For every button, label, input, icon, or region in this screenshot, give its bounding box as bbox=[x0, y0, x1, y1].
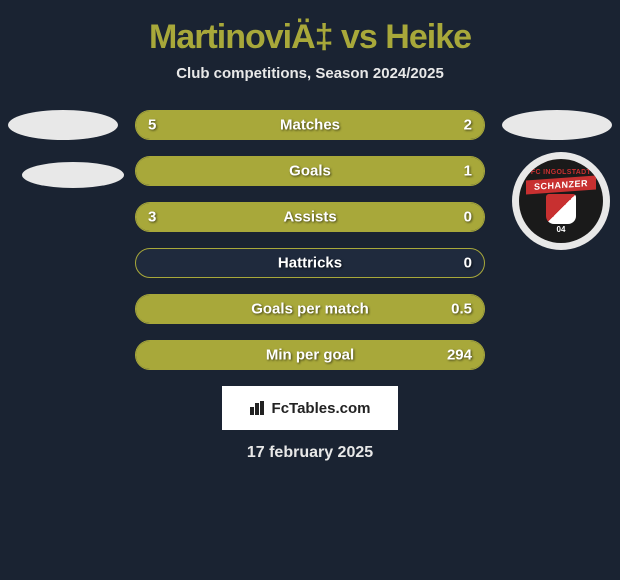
page-title: MartinoviÄ‡ vs Heike bbox=[10, 0, 610, 65]
bar-value-left: 5 bbox=[148, 117, 156, 134]
bar-value-right: 0.5 bbox=[451, 301, 472, 318]
bar-label: Matches bbox=[280, 117, 340, 134]
infographic-container: MartinoviÄ‡ vs Heike Club competitions, … bbox=[0, 0, 620, 462]
bar-value-right: 0 bbox=[464, 209, 472, 226]
stat-bar-row: Assists 3 0 bbox=[135, 202, 485, 232]
avatar-placeholder-left-2 bbox=[22, 162, 124, 188]
date-text: 17 february 2025 bbox=[10, 444, 610, 462]
bar-label: Assists bbox=[283, 209, 336, 226]
stat-bars: Matches 5 2 Goals 1 Assists 3 0 Hattricks 0 Goals … bbox=[135, 110, 485, 370]
avatar-placeholder-left-1 bbox=[8, 110, 118, 140]
bar-value-right: 1 bbox=[464, 163, 472, 180]
stat-bar-row: Min per goal 294 bbox=[135, 340, 485, 370]
badge-shield-icon bbox=[546, 194, 576, 224]
club-badge-right: FC INGOLSTADT SCHANZER 04 bbox=[512, 152, 610, 250]
stat-bar-row: Goals per match 0.5 bbox=[135, 294, 485, 324]
bar-value-right: 0 bbox=[464, 255, 472, 272]
bar-label: Goals bbox=[289, 163, 331, 180]
logo-text: FcTables.com bbox=[272, 400, 371, 417]
club-badge-inner: FC INGOLSTADT SCHANZER 04 bbox=[519, 159, 603, 243]
bar-label: Goals per match bbox=[251, 301, 369, 318]
stat-bar-row: Hattricks 0 bbox=[135, 248, 485, 278]
badge-top-text: FC INGOLSTADT bbox=[531, 169, 591, 176]
stats-area: FC INGOLSTADT SCHANZER 04 Matches 5 2 Goals… bbox=[10, 110, 610, 370]
badge-number: 04 bbox=[557, 225, 566, 234]
avatar-placeholder-right-1 bbox=[502, 110, 612, 140]
chart-icon bbox=[250, 401, 268, 415]
bar-value-left: 3 bbox=[148, 209, 156, 226]
stat-bar-row: Goals 1 bbox=[135, 156, 485, 186]
page-subtitle: Club competitions, Season 2024/2025 bbox=[10, 65, 610, 110]
bar-value-right: 294 bbox=[447, 347, 472, 364]
stat-bar-row: Matches 5 2 bbox=[135, 110, 485, 140]
bar-label: Hattricks bbox=[278, 255, 342, 272]
bar-value-right: 2 bbox=[464, 117, 472, 134]
bar-label: Min per goal bbox=[266, 347, 354, 364]
badge-mid-text: SCHANZER bbox=[526, 175, 596, 194]
fctables-logo[interactable]: FcTables.com bbox=[222, 386, 398, 430]
